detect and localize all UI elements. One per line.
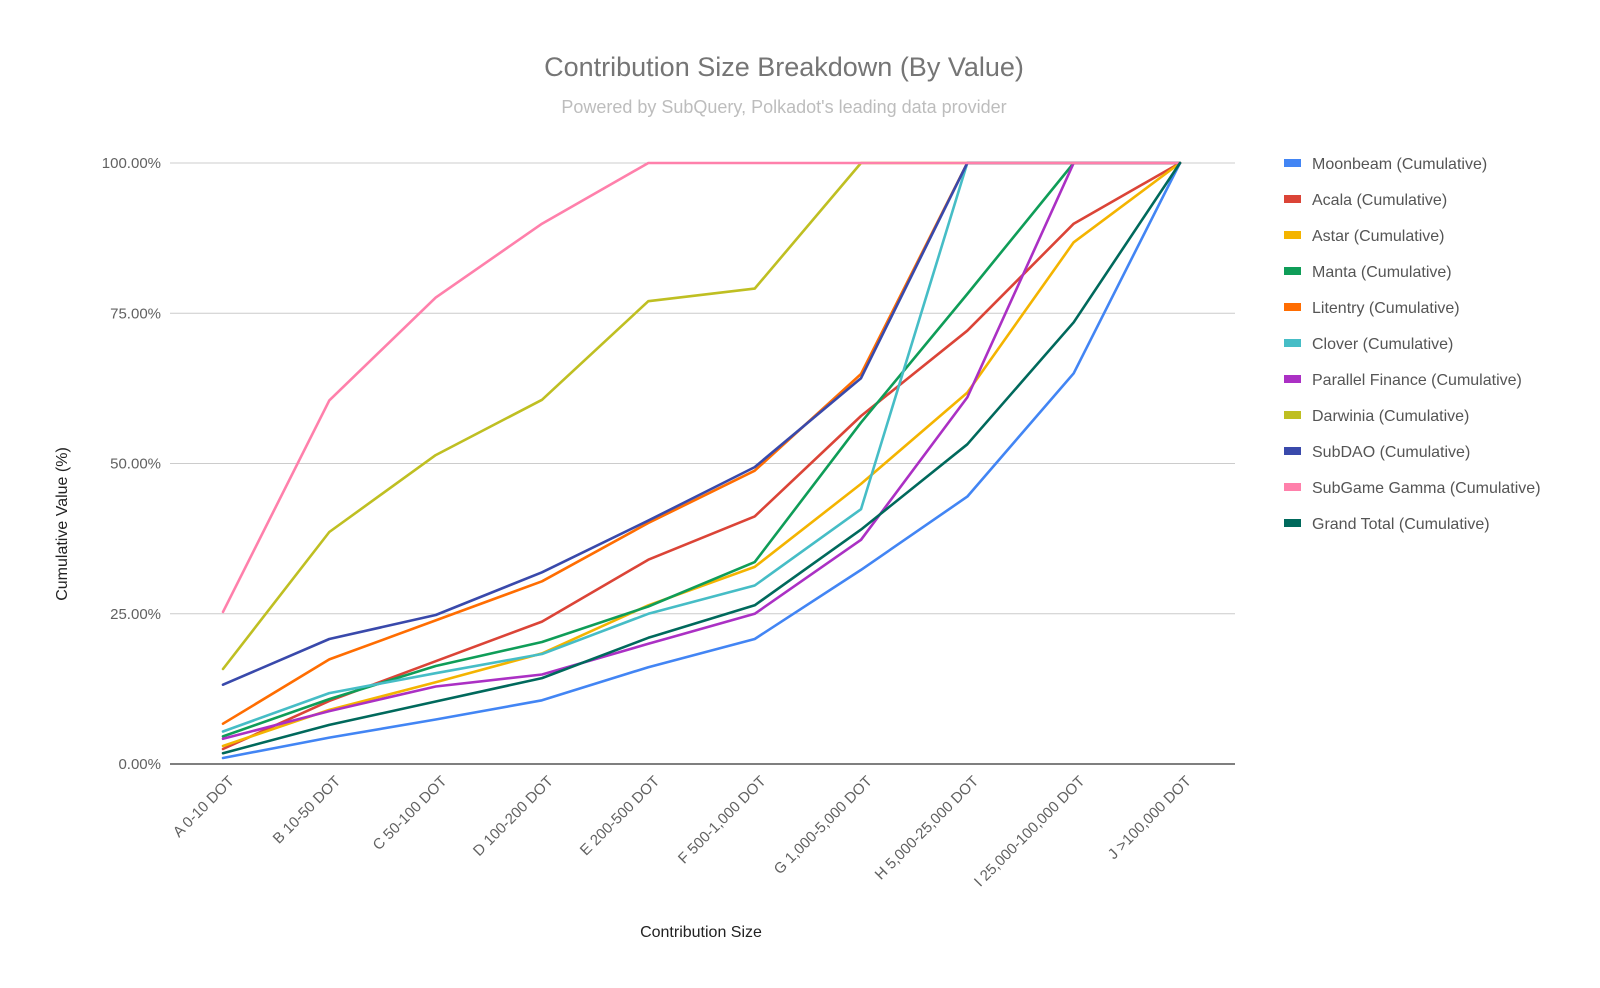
series-line-manta-cumulative	[221, 161, 1182, 738]
y-tick-label: 100.00%	[102, 155, 161, 172]
legend-swatch-darwinia-cumulative	[1284, 411, 1301, 419]
legend-label-manta-cumulative: Manta (Cumulative)	[1312, 264, 1452, 281]
legend-label-subdao-cumulative: SubDAO (Cumulative)	[1312, 444, 1470, 461]
gridlines	[170, 162, 1235, 615]
legend-swatch-parallel-finance-cumulative	[1284, 375, 1301, 383]
y-tick-label: 75.00%	[110, 305, 161, 322]
x-tick-label: D 100-200 DOT	[470, 773, 557, 860]
series-line-parallel-finance-cumulative	[221, 161, 1182, 741]
series-line-subgame-gamma-cumulative	[221, 161, 1182, 614]
series-line-moonbeam-cumulative	[221, 161, 1182, 760]
legend-swatch-litentry-cumulative	[1284, 303, 1301, 311]
x-tick-label: I 25,000-100,000 DOT	[971, 773, 1089, 891]
legend-swatch-astar-cumulative	[1284, 231, 1301, 239]
legend-swatch-subgame-gamma-cumulative	[1284, 483, 1301, 491]
legend-swatch-grand-total-cumulative	[1284, 519, 1301, 527]
series-line-acala-cumulative	[221, 161, 1182, 751]
series-lines	[221, 161, 1182, 760]
legend-label-subgame-gamma-cumulative: SubGame Gamma (Cumulative)	[1312, 480, 1541, 497]
x-tick-label: E 200-500 DOT	[577, 773, 663, 859]
y-tick-label: 0.00%	[118, 756, 161, 773]
legend-swatch-manta-cumulative	[1284, 267, 1301, 275]
legend-swatch-moonbeam-cumulative	[1284, 159, 1301, 167]
y-tick-label: 50.00%	[110, 456, 161, 473]
x-tick-label: H 5,000-25,000 DOT	[872, 773, 982, 883]
legend-label-clover-cumulative: Clover (Cumulative)	[1312, 336, 1453, 353]
x-tick-label: J >100,000 DOT	[1105, 773, 1195, 863]
legend: Moonbeam (Cumulative) Acala (Cumulative) A…	[1284, 156, 1541, 533]
x-axis-label: Contribution Size	[640, 924, 762, 941]
legend-label-grand-total-cumulative: Grand Total (Cumulative)	[1312, 516, 1490, 533]
legend-label-parallel-finance-cumulative: Parallel Finance (Cumulative)	[1312, 372, 1522, 389]
x-tick-label: A 0-10 DOT	[170, 773, 238, 841]
legend-swatch-subdao-cumulative	[1284, 447, 1301, 455]
legend-label-acala-cumulative: Acala (Cumulative)	[1312, 192, 1447, 209]
y-tick-label: 25.00%	[110, 606, 161, 623]
series-line-grand-total-cumulative	[221, 161, 1182, 755]
x-tick-label: B 10-50 DOT	[270, 773, 345, 848]
y-axis-ticks: 0.00% 25.00% 50.00% 75.00% 100.00%	[102, 155, 161, 773]
legend-swatch-acala-cumulative	[1284, 195, 1301, 203]
legend-swatch-clover-cumulative	[1284, 339, 1301, 347]
legend-label-moonbeam-cumulative: Moonbeam (Cumulative)	[1312, 156, 1487, 173]
series-line-subdao-cumulative	[221, 161, 1182, 687]
x-tick-label: F 500-1,000 DOT	[675, 773, 770, 868]
x-tick-label: G 1,000-5,000 DOT	[771, 773, 876, 878]
legend-label-astar-cumulative: Astar (Cumulative)	[1312, 228, 1444, 245]
chart-title: Contribution Size Breakdown (By Value)	[544, 52, 1024, 82]
x-tick-label: C 50-100 DOT	[369, 773, 450, 854]
x-axis-ticks: A 0-10 DOT B 10-50 DOT C 50-100 DOT D 100-2…	[170, 773, 1195, 891]
y-axis-label: Cumulative Value (%)	[54, 447, 71, 601]
legend-label-darwinia-cumulative: Darwinia (Cumulative)	[1312, 408, 1469, 425]
series-line-astar-cumulative	[221, 161, 1182, 748]
legend-label-litentry-cumulative: Litentry (Cumulative)	[1312, 300, 1460, 317]
chart-subtitle: Powered by SubQuery, Polkadot's leading …	[561, 97, 1006, 117]
